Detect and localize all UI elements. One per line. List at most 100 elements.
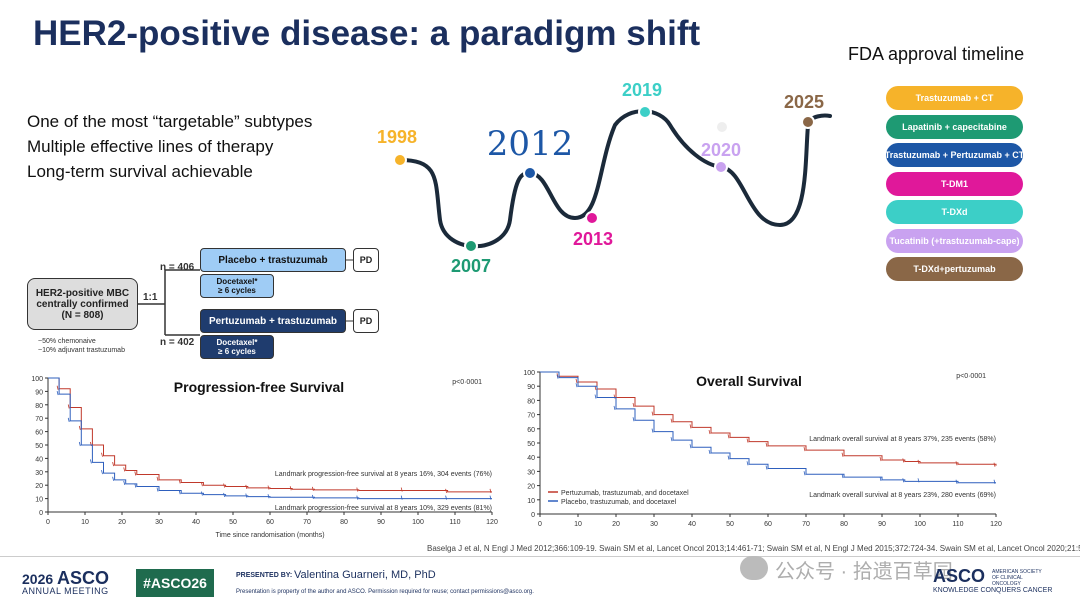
x-tick-label: 10 — [574, 521, 582, 528]
km-series-line — [540, 371, 996, 484]
y-tick-label: 100 — [523, 370, 535, 377]
x-tick-label: 80 — [840, 521, 848, 528]
censor-mark — [955, 461, 958, 466]
censor-mark — [613, 405, 616, 411]
timeline-dot — [638, 105, 652, 119]
asco-society: AMERICAN SOCIETY OF CLINICAL ONCOLOGY — [992, 569, 1042, 587]
pfs-chart: 0 10 20 30 40 50 60 70 80 90 100 110 120 0 10 20 30 40 50 6… — [31, 376, 498, 539]
timeline-dot — [585, 211, 599, 225]
page-title: HER2-positive disease: a paradigm shift — [33, 14, 701, 53]
timeline-dot — [464, 239, 478, 253]
y-tick-label: 0 — [531, 512, 535, 519]
censor-mark — [879, 456, 882, 462]
censor-mark — [445, 495, 447, 500]
y-tick-label: 90 — [527, 384, 535, 391]
x-axis-label: Time since randomisation (months) — [215, 532, 324, 539]
censor-mark — [400, 495, 403, 500]
censor-mark — [651, 411, 654, 416]
censor-mark — [356, 495, 359, 500]
fda-pill: T-DM1 — [886, 171, 1023, 196]
censor-mark — [267, 485, 270, 490]
fda-pill: Lapatinib + capecitabine — [886, 114, 1023, 139]
fda-pill: Tucatinib (+trastuzumab-cape) — [886, 228, 1023, 253]
asco-tagline: KNOWLEDGE CONQUERS CANCER — [933, 587, 1053, 594]
censor-mark — [312, 486, 314, 491]
fda-timeline-title: FDA approval timeline — [848, 44, 1025, 64]
censor-mark — [56, 390, 59, 396]
km-series-line — [48, 377, 492, 500]
x-tick-label: 60 — [266, 519, 274, 526]
legend-label: Pertuzumab, trastuzumab, and docetaxel — [561, 490, 689, 497]
docetaxel-label: Docetaxel* — [216, 277, 258, 286]
y-tick-label: 30 — [35, 470, 43, 477]
legend-label: Placebo, trastuzumab, and docetaxel — [561, 499, 677, 506]
y-tick-label: 50 — [35, 443, 43, 450]
censor-mark — [67, 417, 70, 422]
y-tick-label: 40 — [35, 456, 43, 463]
x-tick-label: 90 — [878, 521, 886, 528]
censor-mark — [489, 488, 492, 493]
censor-mark — [670, 437, 673, 442]
x-tick-label: 30 — [650, 521, 658, 528]
y-tick-label: 70 — [527, 413, 535, 420]
y-tick-label: 80 — [35, 403, 43, 410]
docetaxel-label: Docetaxel* — [216, 338, 258, 347]
y-tick-label: 40 — [527, 455, 535, 462]
censor-mark — [312, 494, 314, 500]
x-tick-label: 100 — [914, 521, 926, 528]
timeline-year: 2019 — [622, 80, 662, 100]
censor-mark — [56, 385, 59, 390]
censor-mark — [101, 452, 103, 457]
note-chemonaive: ~50% chemonaive — [38, 338, 96, 345]
fda-pill: T-DXd — [886, 200, 1023, 224]
censor-mark — [556, 374, 559, 379]
fda-pill: Trastuzumab + CT — [886, 86, 1023, 110]
citation: Baselga J et al, N Engl J Med 2012;366:1… — [427, 544, 1080, 553]
docetaxel-box-top: Docetaxel* ≥ 6 cycles — [200, 274, 274, 298]
timeline-year: 2013 — [573, 229, 613, 249]
bullet-2: Multiple effective lines of therapy — [27, 137, 274, 156]
censor-mark — [632, 402, 635, 408]
timeline-year: 1998 — [377, 127, 417, 147]
km-series-line — [48, 377, 492, 493]
censor-mark — [90, 459, 92, 464]
n-bottom: n = 402 — [160, 337, 195, 348]
arm-placebo-box: Placebo + trastuzumab — [200, 248, 346, 272]
chart-title: Overall Survival — [696, 373, 802, 389]
fda-pill: T-DXd+pertuzumab — [886, 257, 1023, 281]
wechat-icon — [740, 556, 768, 580]
timeline-year: 2020 — [701, 140, 741, 160]
x-tick-label: 20 — [612, 521, 620, 528]
censor-mark — [67, 404, 70, 409]
timeline-dot — [714, 160, 728, 174]
censor-mark — [708, 449, 711, 455]
censor-mark — [670, 418, 673, 423]
x-tick-label: 0 — [46, 519, 50, 526]
censor-mark — [112, 476, 114, 481]
censor-mark — [651, 428, 654, 433]
note-adjuvant: ~10% adjuvant trastuzumab — [38, 347, 125, 354]
y-tick-label: 10 — [35, 497, 43, 504]
timeline-dot — [801, 115, 815, 129]
censor-mark — [575, 383, 578, 388]
bullet-3: Long-term survival achievable — [27, 162, 253, 181]
x-tick-label: 10 — [81, 519, 89, 526]
censor-mark — [245, 493, 248, 498]
landmark-annotation: Landmark overall survival at 8 years 37%… — [809, 436, 996, 443]
km-series-line — [540, 371, 997, 466]
censor-mark — [993, 462, 996, 467]
censor-mark — [123, 480, 126, 485]
p-value: p<0·0001 — [452, 379, 482, 386]
docetaxel-box-bottom: Docetaxel* ≥ 6 cycles — [200, 335, 274, 359]
x-tick-label: 80 — [340, 519, 348, 526]
censor-mark — [400, 487, 403, 492]
x-tick-label: 30 — [155, 519, 163, 526]
censor-mark — [178, 490, 181, 495]
censor-mark — [489, 495, 492, 500]
y-tick-label: 20 — [35, 483, 43, 490]
x-tick-label: 120 — [990, 521, 1002, 528]
y-tick-label: 60 — [527, 427, 535, 434]
bullet-1: One of the most “targetable” subtypes — [27, 112, 313, 131]
timeline-graphic: 1998 2007 2012 2013 2019 2020 2025 — [377, 80, 832, 276]
censor-mark — [803, 471, 806, 476]
